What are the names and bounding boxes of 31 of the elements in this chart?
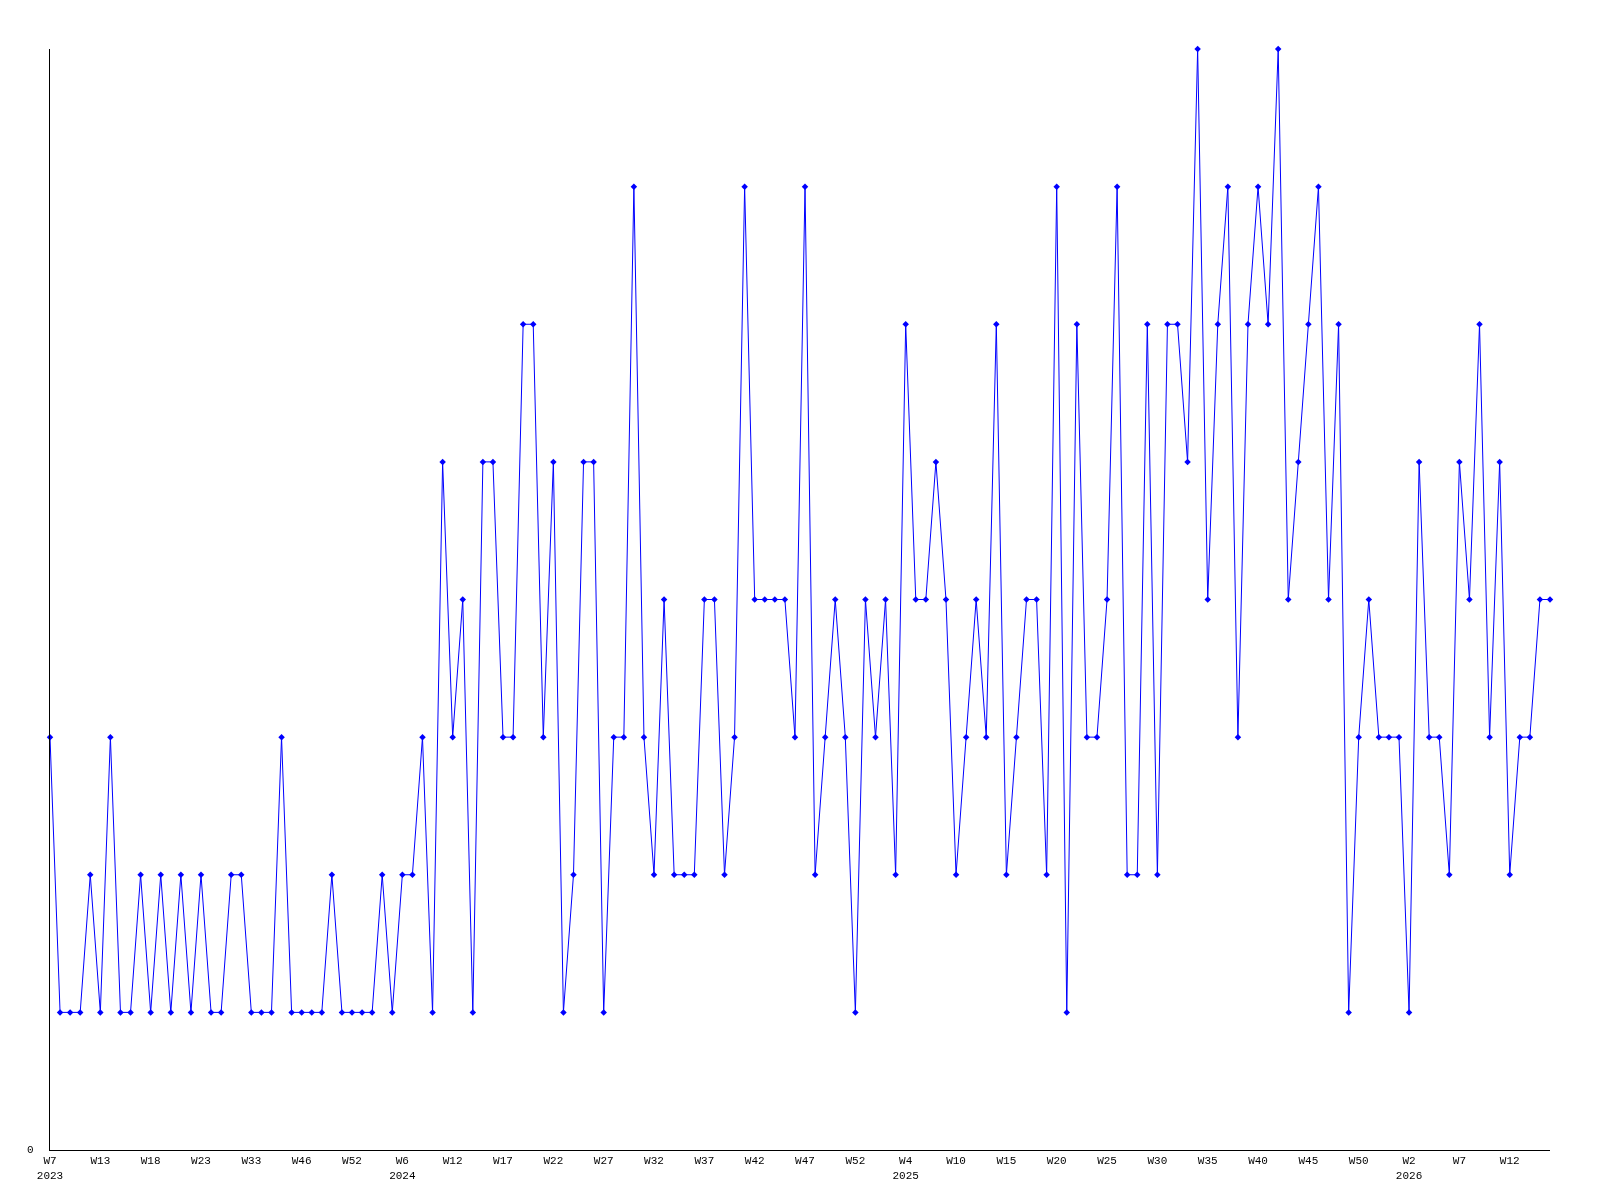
x-tick-label: W4 2025 <box>892 1155 919 1182</box>
x-tick-label: W45 <box>1298 1155 1319 1168</box>
x-tick-label: W35 <box>1197 1155 1218 1168</box>
x-tick-label: W47 <box>795 1155 815 1168</box>
x-tick-label: W6 2024 <box>389 1155 416 1182</box>
x-tick-label: W30 <box>1147 1155 1168 1168</box>
x-tick-label: W20 <box>1046 1155 1067 1168</box>
x-tick-label: W46 <box>291 1155 312 1168</box>
x-tick-label: W40 <box>1248 1155 1268 1168</box>
x-tick-label: W18 <box>140 1155 161 1168</box>
x-tick-label: W50 <box>1348 1155 1369 1168</box>
x-tick-label: W15 <box>996 1155 1017 1168</box>
x-tick-label: W37 <box>694 1155 715 1168</box>
x-tick-label: W33 <box>241 1155 262 1168</box>
x-tick-label: W17 <box>493 1155 513 1168</box>
x-tick-label: W52 <box>845 1155 866 1168</box>
x-tick-label: W42 <box>744 1155 765 1168</box>
x-tick-label: W12 <box>1499 1155 1520 1168</box>
x-tick-label: W52 <box>342 1155 362 1168</box>
x-tick-label: W13 <box>90 1155 111 1168</box>
x-tick-label: W23 <box>191 1155 211 1168</box>
text: 0 <box>27 1144 34 1156</box>
x-tick-label: W25 <box>1097 1155 1117 1168</box>
x-tick-label: W27 <box>593 1155 614 1168</box>
x-tick-label: W10 <box>946 1155 966 1168</box>
x-tick-label: W2 2026 <box>1395 1155 1423 1182</box>
x-tick-label: W32 <box>644 1155 664 1168</box>
x-tick-label: W12 <box>442 1155 463 1168</box>
x-tick-label: W7 <box>1452 1155 1466 1168</box>
x-tick-label: W7 2023 <box>36 1155 64 1182</box>
x-tick-label: W22 <box>543 1155 564 1168</box>
